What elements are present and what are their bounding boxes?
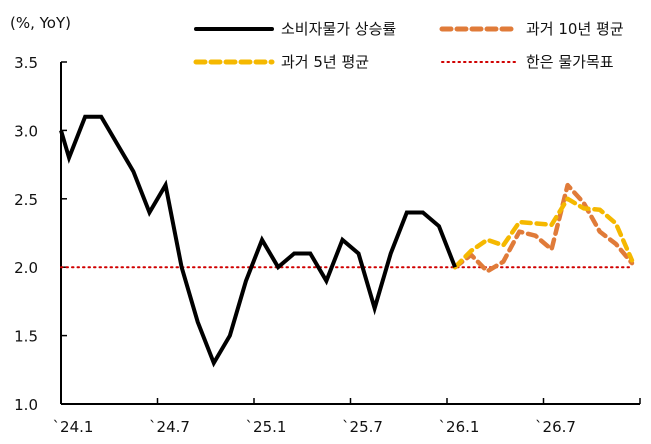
x-axis-ticks: `24.1 `24.7 `25.1 `25.7 `26.1 `26.7 xyxy=(53,398,641,436)
legend-label-target: 한은 물가목표 xyxy=(526,53,614,71)
avg10-line xyxy=(452,182,635,274)
legend: 소비자물가 상승률 과거 10년 평균 과거 5년 평균 한은 물가목표 xyxy=(193,20,624,71)
series-lines xyxy=(59,114,635,368)
y-axis-unit-label: (%, YoY) xyxy=(10,14,71,32)
y-tick-label: 1.0 xyxy=(14,396,38,414)
x-tick-label: `26.7 xyxy=(535,418,576,436)
y-axis-ticks: 1.0 1.5 2.0 2.5 3.0 3.5 xyxy=(14,54,67,414)
x-tick-label: `24.1 xyxy=(53,418,94,436)
x-tick-label: `25.1 xyxy=(246,418,287,436)
y-tick-label: 3.5 xyxy=(14,54,38,72)
avg5-line xyxy=(452,196,635,270)
axes xyxy=(60,62,640,405)
y-tick-label: 1.5 xyxy=(14,328,38,346)
x-tick-label: `26.1 xyxy=(439,418,480,436)
y-tick-label: 2.5 xyxy=(14,191,38,209)
y-tick-label: 2.0 xyxy=(14,259,38,277)
legend-label-cpi: 소비자물가 상승률 xyxy=(281,20,396,38)
legend-label-avg5: 과거 5년 평균 xyxy=(281,53,369,71)
y-tick-label: 3.0 xyxy=(14,122,38,140)
cpi-line xyxy=(59,114,457,368)
legend-label-avg10: 과거 10년 평균 xyxy=(526,20,624,38)
x-tick-label: `24.7 xyxy=(149,418,190,436)
x-tick-label: `25.7 xyxy=(342,418,383,436)
